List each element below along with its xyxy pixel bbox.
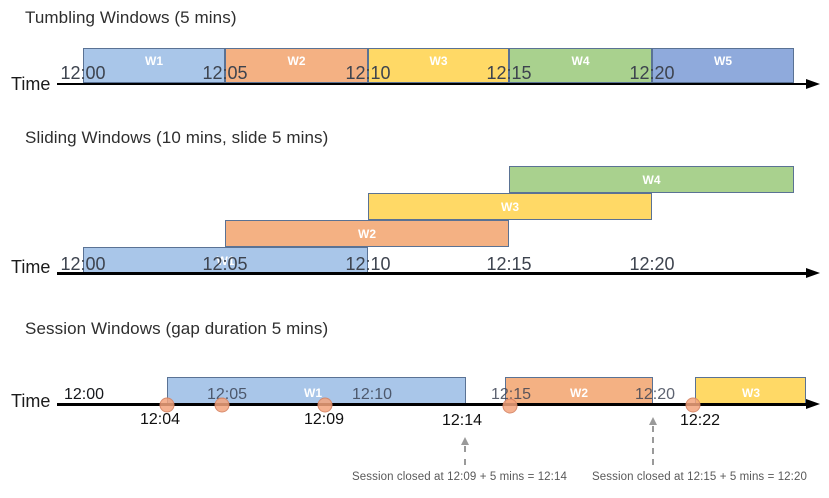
tumbling-time-axis-label: Time	[11, 74, 51, 94]
close-time-1214: 12:14	[441, 412, 483, 429]
session-tick-1215: 12:15	[490, 386, 532, 403]
event-dot	[317, 397, 333, 413]
sliding-window-w1: W1	[83, 247, 368, 274]
event-dot	[685, 397, 701, 413]
session-close-annotation-1: Session closed at 12:09 + 5 mins = 12:14	[352, 471, 567, 483]
sliding-tick-1205: 12:05	[202, 254, 248, 274]
window-label: W1	[145, 54, 163, 68]
sliding-window-w2: W2	[225, 220, 509, 247]
session-tick-1200: 12:00	[63, 386, 105, 403]
event-dot	[502, 398, 518, 414]
window-label: W2	[358, 226, 376, 241]
window-label: W2	[287, 54, 306, 68]
window-label: W3	[501, 199, 519, 214]
arrow-right-icon	[806, 78, 820, 89]
session-section-title: Session Windows (gap duration 5 mins)	[25, 319, 329, 338]
tumbling-window-w4: W4	[509, 48, 652, 83]
arrow-right-icon	[806, 268, 820, 278]
window-label: W4	[642, 172, 661, 187]
tumbling-window-w2: W2	[225, 48, 368, 83]
event-dot	[159, 397, 175, 413]
window-label: W1	[216, 253, 235, 268]
session-window-w3	[695, 377, 806, 405]
window-label: W3	[429, 54, 448, 68]
event-time-1209: 12:09	[303, 411, 345, 428]
tumbling-tick-1215: 12:15	[486, 63, 532, 83]
window-label: W2	[570, 386, 588, 400]
session-close-arrow	[464, 446, 466, 465]
sliding-section-title: Sliding Windows (10 mins, slide 5 mins)	[25, 128, 329, 147]
tumbling-window-w5: W5	[652, 48, 794, 83]
tumbling-tick-1200: 12:00	[60, 63, 106, 83]
tumbling-tick-1205: 12:05	[202, 63, 248, 83]
session-close-annotation-2: Session closed at 12:15 + 5 mins = 12:20	[592, 471, 807, 483]
sliding-tick-1210: 12:10	[345, 254, 391, 274]
session-tick-1210: 12:10	[351, 386, 393, 403]
window-label: W1	[304, 386, 322, 400]
tumbling-window-w1: W1	[83, 48, 225, 83]
event-time-1204: 12:04	[139, 411, 181, 428]
sliding-window-w3: W3	[368, 193, 652, 220]
sliding-tick-1215: 12:15	[486, 254, 532, 274]
tumbling-tick-1210: 12:10	[345, 63, 391, 83]
sliding-tick-1220: 12:20	[629, 254, 675, 274]
window-label: W4	[571, 54, 590, 68]
window-label: W5	[714, 54, 732, 68]
session-tick-1220: 12:20	[634, 386, 676, 403]
arrow-up-icon	[461, 437, 469, 445]
tumbling-tick-1220: 12:20	[629, 63, 675, 83]
sliding-timeline	[57, 272, 810, 275]
tumbling-window-w3: W3	[368, 48, 509, 83]
session-timeline	[57, 403, 810, 406]
sliding-tick-1200: 12:00	[60, 254, 106, 274]
session-time-axis-label: Time	[11, 391, 51, 411]
session-close-arrow	[652, 426, 654, 465]
sliding-window-w4: W4	[509, 166, 794, 193]
window-label: W3	[742, 386, 760, 400]
tumbling-section-title: Tumbling Windows (5 mins)	[25, 8, 237, 27]
arrow-up-icon	[649, 417, 657, 425]
sliding-time-axis-label: Time	[11, 257, 51, 277]
tumbling-timeline	[57, 83, 810, 85]
event-time-1222: 12:22	[679, 412, 721, 429]
event-dot	[214, 397, 230, 413]
arrow-right-icon	[806, 399, 820, 409]
